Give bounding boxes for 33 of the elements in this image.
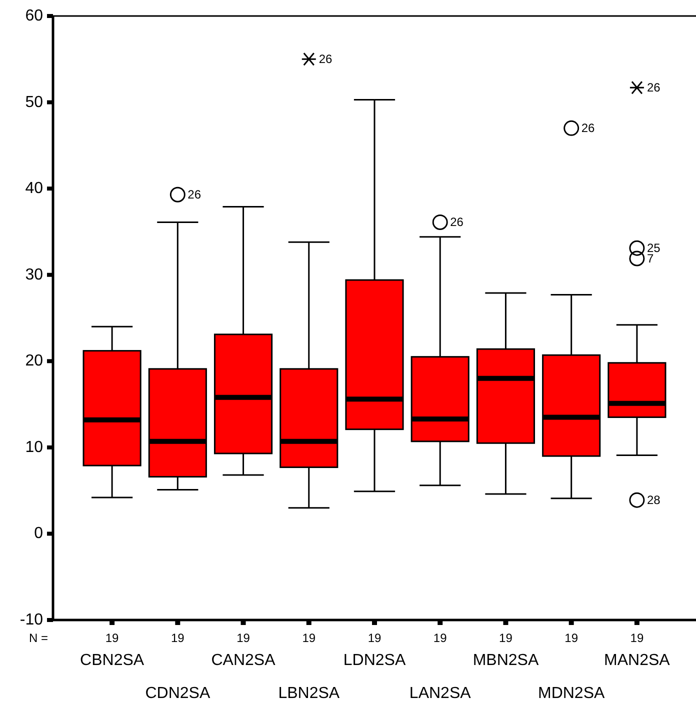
annotation: 26 [646,80,661,95]
y-tick-label: 0 [34,525,44,542]
x-tick-label: LAN2SA [409,685,472,702]
x-tick-label: CDN2SA [145,685,210,702]
annotation: 26 [581,121,596,136]
x-tick-label: LDN2SA [343,652,406,669]
x-tick-label: CAN2SA [211,652,276,669]
annotation: 26 [318,52,333,66]
annotation: 19 [630,631,644,645]
annotation: 26 [188,188,202,202]
text: N = [28,631,48,645]
x-tick-label: MAN2SA [604,652,670,669]
annotation: 19 [302,631,316,645]
y-tick-label: 20 [25,352,44,370]
y-tick-label: 40 [25,180,44,198]
annotation: 19 [368,631,382,645]
y-tick-label: 60 [25,8,44,24]
annotation: 19 [564,631,578,645]
x-tick-label: LBN2SA [278,685,340,702]
x-tick-label: CBN2SA [80,652,144,669]
y-tick-label: 50 [25,94,44,111]
annotation: 19 [499,631,513,645]
y-tick-label: 30 [25,266,44,284]
annotation: 19 [433,631,448,645]
annotation: 19 [170,631,185,645]
annotation: 26 [450,215,464,230]
x-tick-label: MDN2SA [538,685,605,702]
x-tick-label: MBN2SA [472,652,539,669]
y-tick-label: -10 [20,612,44,628]
y-tick-label: 10 [25,438,44,456]
annotation: 19 [236,631,250,645]
annotation: 19 [105,631,120,645]
annotation: 28 [646,493,661,508]
